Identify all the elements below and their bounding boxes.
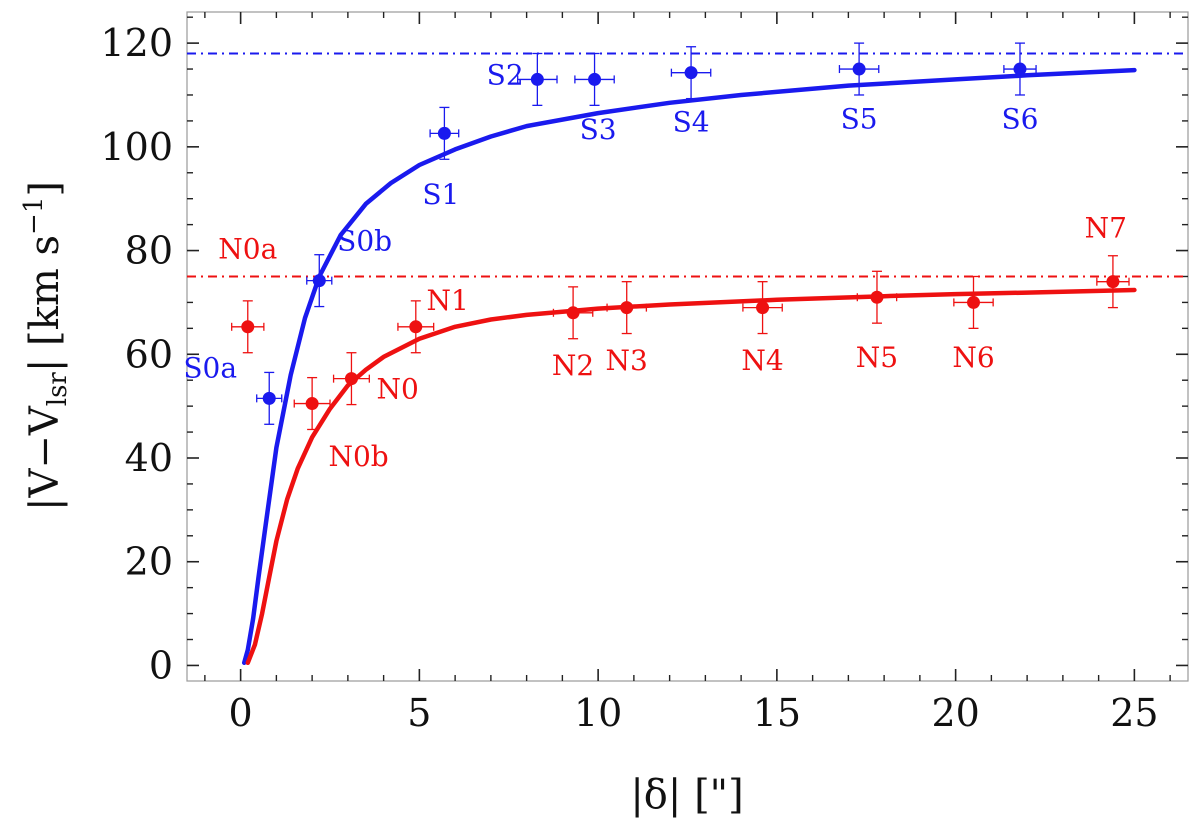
point-label-s4: S4 [673, 105, 710, 138]
point-label-s2: S2 [487, 59, 524, 92]
data-point-s3 [588, 72, 602, 86]
curves-layer [241, 67, 1137, 666]
point-label-n0b: N0b [328, 440, 388, 473]
data-point-s0a [262, 391, 276, 405]
x-tick-label: 0 [229, 691, 253, 735]
point-label-s3: S3 [580, 113, 617, 146]
point-label-s6: S6 [1001, 103, 1038, 136]
data-point-n2 [566, 306, 580, 320]
data-point-s5 [852, 62, 866, 76]
y-axis-title-tail: | [km s [22, 235, 68, 372]
data-point-n0 [344, 372, 358, 386]
point-label-n1: N1 [427, 284, 469, 317]
data-point-n5 [870, 290, 884, 304]
point-label-n7: N7 [1085, 212, 1127, 245]
y-axis-title: |V−Vlsr| [km s−1] [19, 181, 73, 511]
y-tick-label: 100 [100, 125, 173, 169]
data-point-n1 [409, 320, 423, 334]
x-tick-label: 25 [1110, 691, 1158, 735]
y-axis-title-close: ] [22, 181, 68, 197]
y-axis-title-sub: lsr [43, 372, 73, 407]
data-point-n6 [967, 295, 980, 309]
point-label-s0b: S0b [337, 225, 392, 258]
south-model-curve [241, 67, 1137, 666]
y-tick-label: 0 [149, 643, 173, 687]
point-label-s5: S5 [841, 103, 878, 136]
data-point-s4 [684, 66, 698, 80]
x-tick-label: 5 [407, 691, 431, 735]
labels-layer: S0a S0b S1 S2 S3 S4 S5 S6 N0a N0b N0 N1 N2 N3 N4 N5 N6 N7 [183, 59, 1127, 473]
point-label-n2: N2 [552, 349, 594, 382]
point-label-n4: N4 [741, 344, 783, 377]
point-label-s0a: S0a [183, 352, 237, 385]
y-tick-label: 40 [125, 436, 173, 480]
y-tick-label: 20 [125, 540, 173, 584]
data-point-n7 [1106, 275, 1120, 289]
point-label-s1: S1 [422, 178, 459, 211]
north-model-curve [245, 287, 1137, 666]
y-tick-label: 120 [100, 21, 173, 65]
data-point-n3 [620, 301, 634, 315]
data-point-n0b [305, 397, 319, 411]
data-point-n0a [241, 320, 255, 334]
plot-frame [186, 11, 1189, 682]
data-point-n4 [756, 301, 770, 315]
data-point-s0b [312, 274, 326, 288]
x-tick-label: 10 [574, 691, 622, 735]
point-label-n5: N5 [856, 341, 898, 374]
point-label-n0: N0 [376, 372, 418, 405]
points-layer [231, 42, 1130, 431]
x-axis-title: |δ| ["] [630, 772, 743, 818]
asymptote-layer [187, 52, 1188, 278]
y-tick-label: 80 [125, 229, 173, 273]
point-label-n0a: N0a [218, 232, 277, 265]
point-label-n3: N3 [606, 344, 648, 377]
y-tick-label: 60 [125, 332, 173, 376]
x-tick-label: 20 [931, 691, 979, 735]
point-label-n6: N6 [952, 341, 994, 374]
y-axis-title-main: |V−V [22, 405, 68, 511]
data-point-s2 [530, 72, 544, 86]
y-axis-title-sup: −1 [19, 197, 49, 235]
x-tick-label: 15 [753, 691, 801, 735]
data-point-s6 [1013, 62, 1027, 76]
data-point-s1 [437, 126, 451, 140]
ticks-layer: 0 5 10 15 20 25 0 20 40 60 80 100 120 [100, 12, 1188, 735]
